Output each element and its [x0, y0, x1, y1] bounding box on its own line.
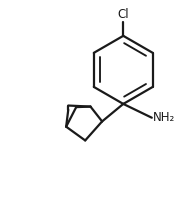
- Text: NH₂: NH₂: [153, 111, 176, 124]
- Text: Cl: Cl: [117, 8, 129, 21]
